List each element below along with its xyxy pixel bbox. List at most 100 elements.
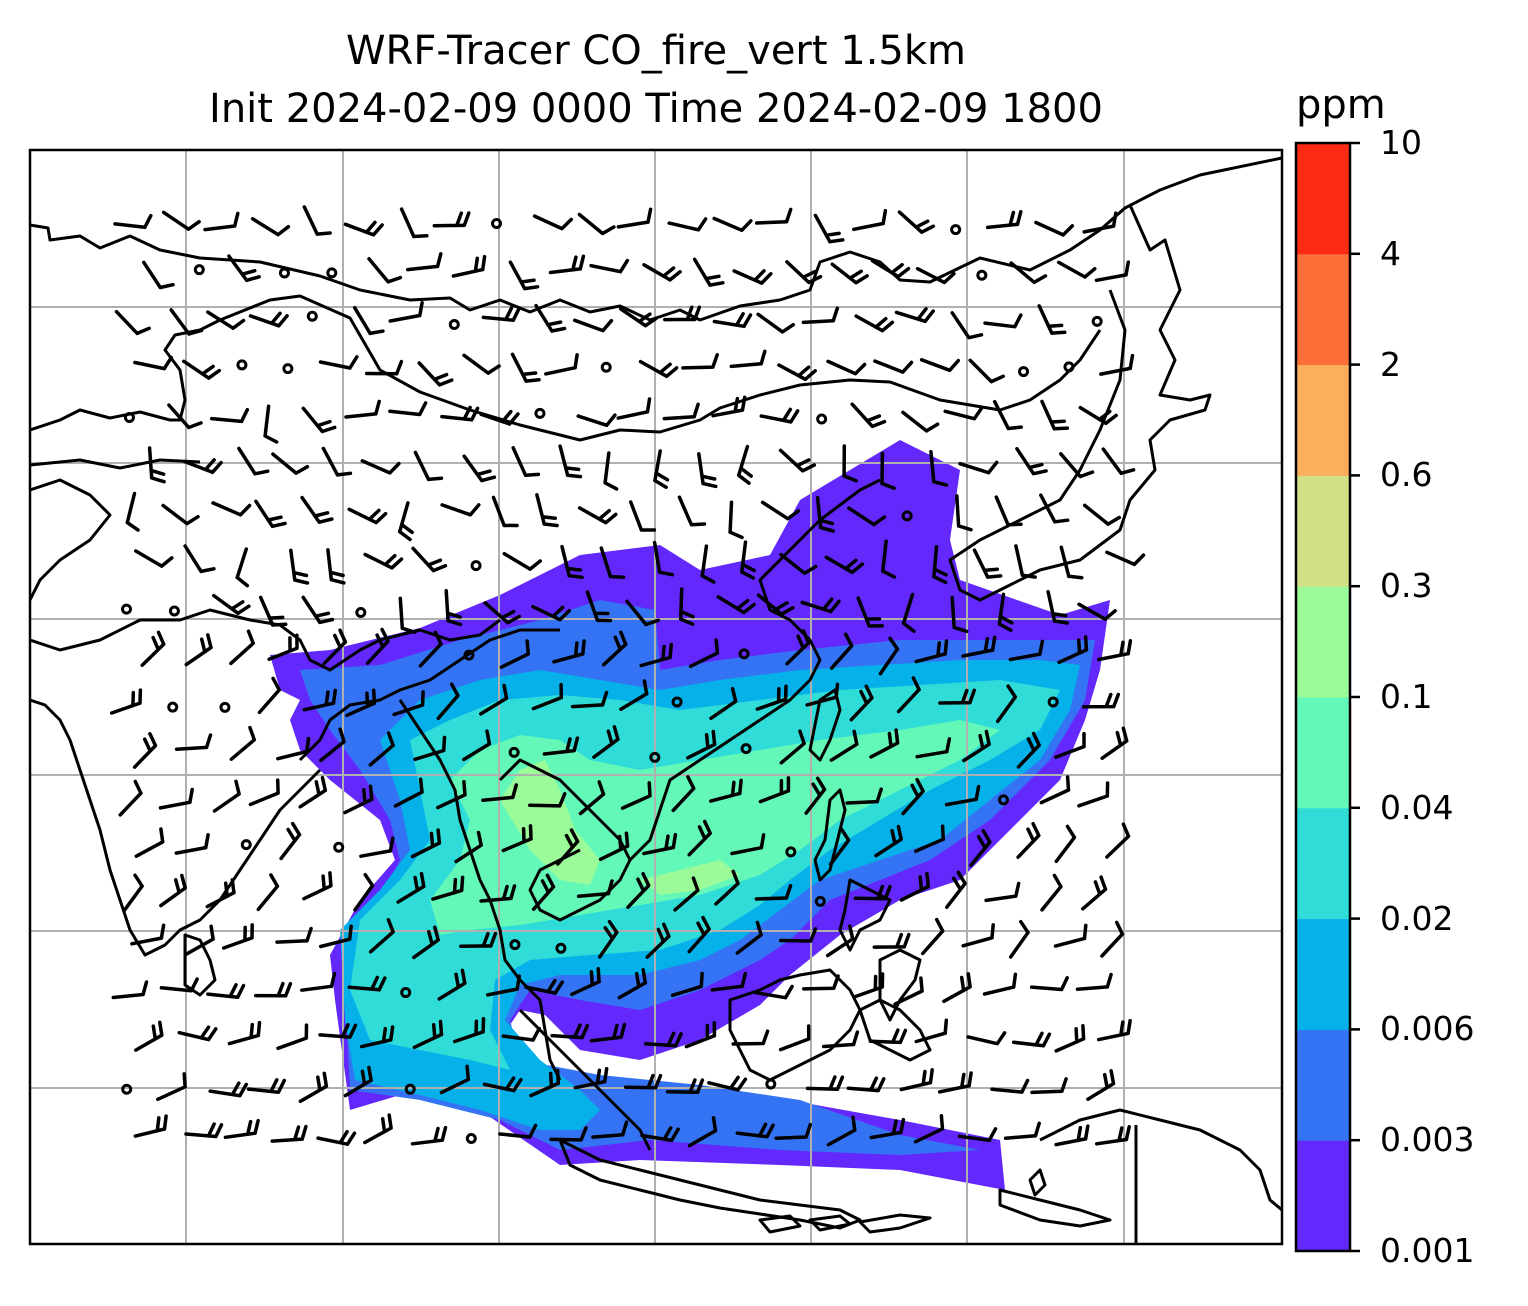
colorbar-segment: [1296, 364, 1350, 476]
colorbar: [1296, 141, 1360, 1253]
wind-barb: [1077, 602, 1117, 621]
wind-barb: [1101, 447, 1136, 476]
calm-wind-marker: [738, 648, 750, 660]
wind-barb: [410, 828, 442, 859]
colorbar-segment: [1296, 253, 1350, 366]
wind-barb: [754, 883, 793, 901]
wind-barb: [246, 1078, 287, 1094]
wind-barb: [716, 595, 756, 615]
wind-barb: [388, 300, 424, 323]
wind-barb: [1008, 639, 1045, 662]
wind-barb: [966, 1031, 1007, 1046]
wind-barb: [735, 1122, 775, 1139]
calm-wind-marker: [465, 1132, 477, 1144]
wind-barb: [499, 639, 531, 669]
wind-barb: [577, 212, 616, 236]
wind-barb: [667, 217, 708, 232]
wind-barb: [597, 919, 619, 959]
wind-barb: [620, 781, 652, 810]
wind-barb: [730, 833, 766, 856]
wind-barb: [133, 355, 174, 371]
colorbar-segment: [1296, 1140, 1350, 1252]
wind-barb: [901, 777, 925, 816]
wind-barb: [302, 688, 338, 712]
wind-barb: [592, 725, 620, 759]
colorbar-tick-label: 0.6: [1380, 455, 1433, 495]
wind-barb: [942, 972, 972, 1004]
wind-barb: [161, 210, 201, 231]
wind-barb: [256, 873, 280, 912]
wind-barb: [880, 451, 896, 490]
wind-barb: [802, 974, 840, 991]
wind-barb: [644, 1031, 683, 1048]
wind-barb: [347, 975, 387, 992]
calm-wind-marker: [509, 939, 521, 951]
wind-barb: [368, 731, 395, 767]
calm-wind-marker: [193, 264, 205, 276]
wind-barb: [363, 1113, 393, 1145]
wind-barb: [779, 552, 818, 575]
wind-barb: [548, 254, 586, 275]
wind-barb: [874, 824, 903, 858]
wind-barb: [229, 725, 257, 761]
wind-barb: [938, 688, 977, 705]
wind-barb: [258, 595, 288, 627]
wind-barb: [985, 209, 1023, 230]
wind-barb: [275, 926, 313, 944]
wind-barb: [697, 452, 718, 489]
wind-barb: [943, 406, 984, 421]
wind-barb: [576, 879, 614, 898]
calm-wind-marker: [814, 895, 826, 907]
calm-wind-marker: [901, 510, 913, 522]
wind-barb: [872, 932, 911, 949]
wind-barb: [1016, 821, 1041, 859]
wind-barb: [972, 548, 1003, 579]
colorbar-segment: [1296, 586, 1350, 698]
calm-wind-marker: [400, 987, 412, 999]
wind-barb: [805, 682, 840, 707]
wind-barb: [393, 777, 424, 808]
wind-barb: [276, 736, 311, 761]
colorbar-segment: [1296, 475, 1350, 587]
wind-barb: [785, 260, 823, 285]
wind-barb: [662, 402, 700, 421]
wind-barb: [944, 784, 981, 807]
calm-wind-marker: [404, 1083, 416, 1095]
wind-barb: [182, 458, 223, 475]
wind-barb: [229, 629, 255, 666]
wind-barb: [578, 780, 606, 816]
wind-barb: [589, 258, 630, 274]
wind-barb: [1097, 639, 1133, 662]
wind-barb: [508, 260, 540, 291]
wind-barb: [585, 590, 613, 623]
wind-barb: [212, 779, 241, 813]
wind-barb: [368, 918, 395, 954]
wind-barb: [267, 633, 299, 661]
calm-wind-marker: [236, 359, 248, 371]
wind-barb: [914, 639, 949, 664]
colorbar-tick-label: 2: [1380, 344, 1401, 384]
wind-barb: [754, 984, 794, 1000]
wind-barb: [804, 776, 827, 815]
wind-barb: [873, 359, 914, 374]
colorbar-tick-label: 10: [1380, 123, 1422, 162]
calm-wind-marker: [1091, 315, 1103, 327]
wind-barb: [159, 873, 187, 908]
wind-barb: [365, 627, 390, 665]
wind-barb: [992, 399, 1023, 431]
wind-barb: [914, 1018, 949, 1044]
calm-wind-marker: [740, 743, 752, 755]
wind-barbs: [109, 205, 1146, 1148]
wind-barb: [130, 923, 166, 946]
wind-barb: [359, 836, 395, 858]
calm-wind-marker: [463, 649, 475, 661]
wind-barb: [501, 824, 533, 853]
calm-wind-marker: [491, 218, 503, 230]
calm-wind-marker: [121, 603, 133, 615]
colorbar-segment: [1296, 918, 1350, 1030]
wind-barb: [1040, 399, 1070, 431]
wind-barb: [756, 312, 796, 334]
chart-title-line-1: WRF-Tracer CO_fire_vert 1.5km: [345, 28, 967, 74]
wind-barb: [707, 1075, 748, 1092]
